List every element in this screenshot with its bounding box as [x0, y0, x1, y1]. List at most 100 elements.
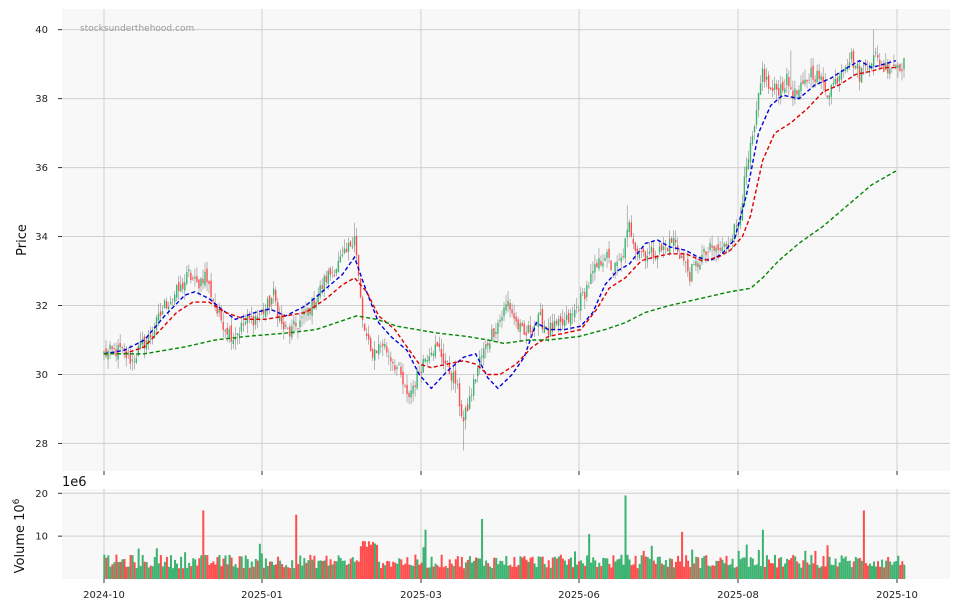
candle-body	[133, 361, 136, 363]
candle-body	[788, 77, 790, 87]
candle-body	[315, 302, 317, 309]
candle-body	[505, 304, 507, 311]
volume-bar	[537, 556, 540, 579]
candle-body	[711, 245, 713, 248]
candle-body	[107, 350, 109, 360]
volume-bar	[414, 554, 417, 579]
candle-body	[406, 384, 408, 394]
volume-bar	[594, 560, 597, 579]
candle-body	[658, 246, 661, 253]
candle-body	[414, 385, 416, 388]
candle-body	[194, 276, 196, 279]
volume-bar	[555, 558, 558, 579]
candle-body	[596, 262, 598, 268]
candle-body	[889, 68, 891, 75]
candle-body	[487, 343, 489, 346]
candle-body	[380, 346, 382, 347]
volume-bar	[260, 553, 263, 579]
candle-body	[517, 319, 519, 330]
candle-body	[571, 314, 574, 316]
volume-bar	[297, 564, 300, 579]
volume-bar	[852, 561, 855, 579]
candle-body	[580, 293, 582, 311]
candle-body	[563, 320, 566, 327]
candle-body	[495, 331, 497, 335]
candle-body	[675, 239, 677, 243]
volume-bar	[628, 559, 631, 579]
candle-body	[363, 323, 366, 331]
candle-body	[384, 344, 386, 347]
candle-body	[357, 254, 360, 276]
volume-bar	[115, 554, 118, 579]
volume-bar	[539, 556, 542, 579]
candle-body	[616, 261, 618, 267]
volume-bar	[479, 558, 482, 579]
candle-body	[430, 352, 432, 355]
candle-body	[800, 82, 802, 92]
volume-bar	[638, 563, 641, 579]
candle-body	[610, 260, 612, 271]
volume-bar	[365, 546, 368, 579]
volume-bar	[691, 549, 694, 579]
candle-body	[806, 79, 808, 82]
candle-body	[519, 322, 521, 332]
volume-bar	[519, 556, 522, 579]
candle-body	[733, 224, 736, 240]
candle-body	[634, 242, 637, 251]
volume-bar	[236, 567, 239, 579]
volume-bar	[571, 567, 574, 579]
volume-bar	[832, 565, 835, 579]
candle-body	[182, 282, 184, 290]
volume-bar	[864, 563, 867, 579]
volume-bar	[778, 558, 781, 579]
candle-body	[497, 322, 499, 334]
volume-bar	[109, 566, 112, 579]
candle-body	[277, 302, 279, 319]
candle-body	[192, 277, 194, 280]
candle-body	[529, 325, 531, 333]
volume-bar	[230, 557, 233, 579]
candle-body	[862, 64, 865, 66]
candle-body	[109, 344, 111, 349]
volume-bar	[771, 563, 774, 579]
candle-body	[895, 65, 897, 69]
volume-bar	[620, 554, 623, 579]
candle-body	[503, 307, 505, 317]
candle-body	[369, 338, 372, 351]
candle-body	[353, 236, 356, 246]
candle-body	[345, 248, 348, 253]
volume-bar	[464, 562, 467, 579]
candle-body	[860, 67, 863, 83]
volume-bar	[557, 556, 560, 579]
volume-bar	[642, 550, 645, 579]
volume-bar	[246, 559, 249, 579]
volume-bar	[323, 560, 326, 579]
candle-body	[743, 176, 746, 206]
candle-body	[681, 255, 683, 258]
volume-bar	[765, 555, 768, 579]
candle-body	[472, 378, 475, 396]
candle-body	[196, 275, 198, 282]
volume-bar	[466, 559, 469, 579]
candle-body	[844, 67, 847, 72]
volume-bar	[870, 566, 873, 579]
candle-body	[640, 250, 643, 252]
candle-body	[285, 324, 287, 327]
volume-bar	[660, 563, 663, 579]
candle-body	[424, 358, 426, 362]
candle-body	[757, 92, 760, 110]
volume-bar	[202, 510, 205, 579]
candle-body	[236, 333, 239, 335]
volume-bar	[331, 564, 334, 579]
candle-body	[614, 262, 616, 272]
volume-bar	[685, 555, 688, 579]
candle-body	[163, 300, 166, 309]
candle-body	[238, 334, 241, 336]
candle-body	[220, 309, 222, 321]
volume-bar	[119, 561, 122, 579]
candle-body	[131, 359, 133, 361]
volume-bar	[816, 564, 819, 579]
volume-bar	[266, 566, 269, 579]
volume-bar	[285, 565, 288, 579]
candle-body	[541, 308, 544, 330]
